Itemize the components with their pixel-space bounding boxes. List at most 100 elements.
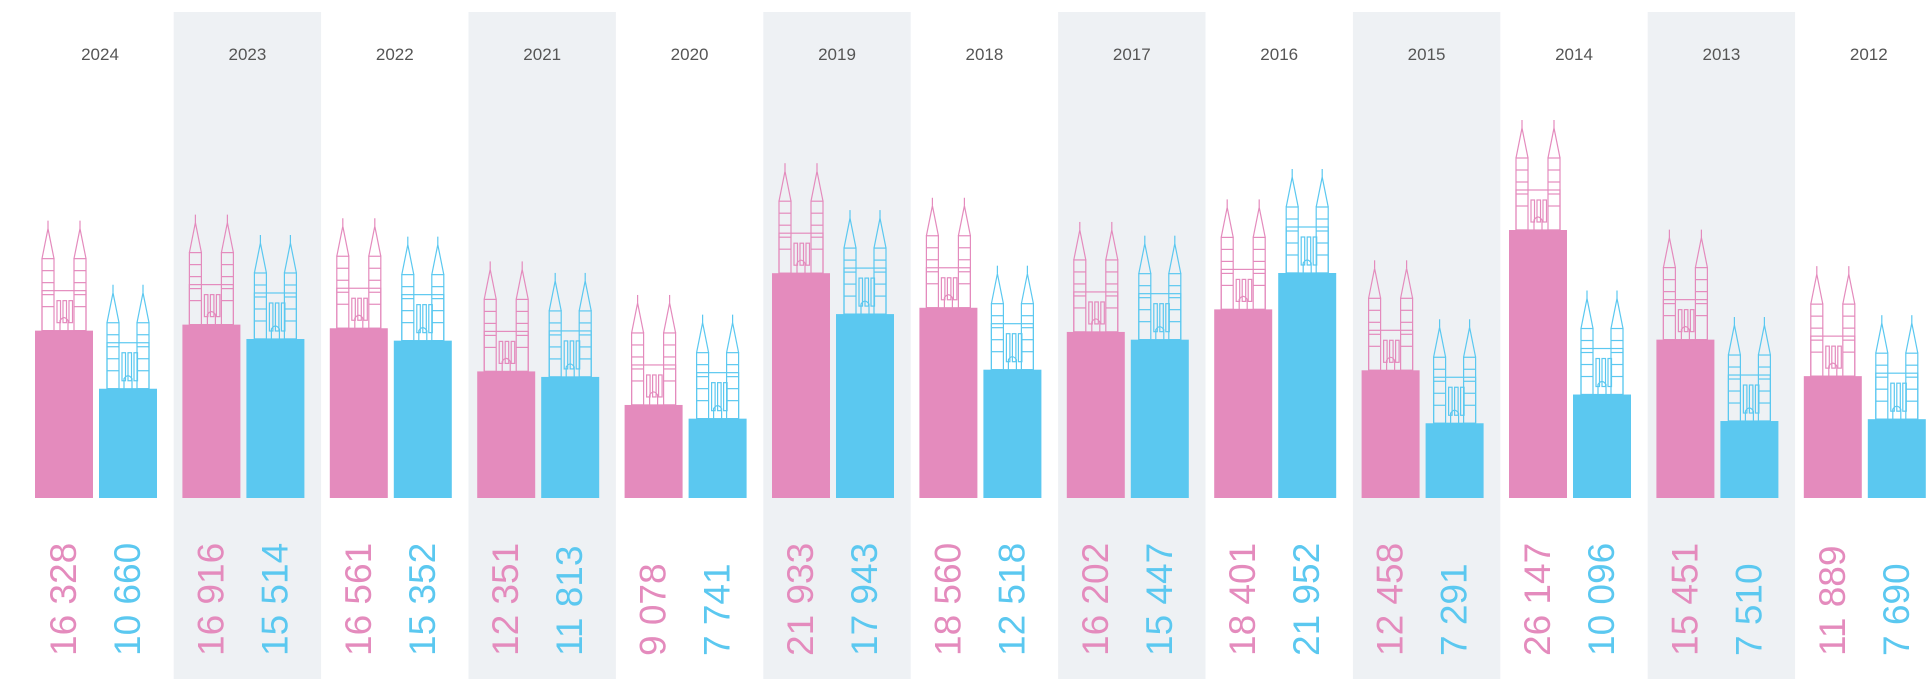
church-window — [870, 277, 876, 307]
value-label: 15 447 — [1139, 543, 1180, 656]
value-label: 10 096 — [1581, 543, 1622, 656]
church-window — [805, 242, 811, 266]
church-tower — [1285, 206, 1299, 274]
church-spire — [1105, 229, 1119, 261]
church-door — [796, 259, 806, 274]
value-label: 16 328 — [43, 543, 84, 656]
bar — [1573, 394, 1631, 498]
church-spire — [990, 273, 1004, 304]
bar — [1214, 309, 1273, 498]
year-label: 2017 — [1113, 45, 1151, 64]
church-icon — [1515, 120, 1561, 231]
church-spire — [1285, 176, 1299, 208]
value-label: 9 078 — [633, 563, 674, 656]
church-window — [1017, 333, 1023, 363]
church-window — [510, 340, 516, 365]
church-spire — [1020, 273, 1034, 304]
church-door — [1091, 318, 1101, 332]
church-tower — [1905, 352, 1919, 420]
church-door — [1597, 380, 1607, 395]
church-icon — [548, 272, 592, 378]
church-window — [1159, 303, 1164, 333]
church-door — [1892, 405, 1902, 420]
church-window — [274, 302, 280, 332]
church-icon — [1073, 221, 1119, 333]
church-window — [1459, 386, 1465, 416]
bar — [1130, 339, 1189, 498]
church-window — [127, 352, 133, 382]
church-icon — [188, 214, 234, 326]
church-body — [1810, 335, 1856, 377]
church-tower — [136, 322, 150, 390]
bar — [1066, 331, 1125, 498]
value-label: 12 518 — [991, 543, 1032, 656]
value-label: 11 813 — [549, 546, 590, 656]
church-window — [121, 352, 127, 382]
church-window — [1094, 301, 1099, 325]
bar — [1278, 272, 1337, 498]
church-icon — [1367, 260, 1414, 371]
church-window — [946, 277, 952, 301]
church-window — [1837, 345, 1842, 369]
church-spire — [41, 228, 55, 259]
church-window — [416, 304, 421, 334]
church-spire — [1252, 207, 1266, 238]
church-icon — [1285, 168, 1329, 274]
church-window — [1748, 384, 1754, 414]
church-window — [1394, 339, 1400, 363]
church-spire — [1875, 323, 1889, 354]
church-window — [1165, 303, 1170, 333]
church-window — [569, 340, 575, 370]
church-window — [645, 374, 651, 398]
church-door — [943, 294, 953, 308]
church-window — [1601, 357, 1607, 388]
church-window — [1382, 339, 1388, 363]
church-door — [1680, 326, 1690, 340]
church-door — [565, 363, 575, 377]
bar — [688, 418, 747, 498]
church-tower — [431, 274, 445, 342]
bar — [541, 376, 600, 498]
church-spire — [401, 244, 415, 275]
church-tower — [990, 303, 1005, 371]
bar — [329, 328, 388, 498]
church-door — [123, 375, 133, 389]
year-label: 2012 — [1850, 45, 1888, 64]
church-tower — [401, 274, 415, 342]
church-spire — [1610, 298, 1624, 329]
church-window — [1453, 386, 1459, 416]
church-icon — [1220, 199, 1266, 310]
church-spire — [336, 226, 350, 257]
church-window — [864, 277, 870, 307]
church-spire — [1400, 268, 1414, 299]
bar — [836, 314, 894, 498]
church-window — [1831, 345, 1836, 369]
bar — [393, 340, 452, 498]
church-window — [133, 352, 139, 382]
church-spire — [925, 205, 939, 236]
value-label: 15 514 — [254, 543, 295, 656]
church-window — [1100, 301, 1105, 325]
church-window — [1306, 236, 1312, 266]
bar — [772, 273, 830, 498]
church-window — [651, 374, 657, 398]
church-window — [1005, 333, 1011, 363]
church-tower — [1315, 206, 1329, 274]
church-door — [1238, 295, 1248, 310]
church-door — [1533, 216, 1543, 230]
value-label: 15 352 — [402, 543, 443, 656]
church-body — [336, 287, 382, 329]
church-icon — [1432, 319, 1477, 424]
church-tower — [695, 352, 710, 420]
church-window — [710, 382, 716, 412]
church-body — [925, 267, 972, 309]
church-spire — [843, 217, 857, 249]
church-icon — [695, 314, 740, 420]
church-icon — [41, 220, 87, 332]
church-tower — [1138, 273, 1152, 341]
church-tower — [106, 322, 120, 390]
church-icon — [401, 236, 445, 342]
church-tower — [1432, 356, 1447, 424]
church-window — [1300, 236, 1306, 266]
value-label: 16 202 — [1075, 543, 1116, 656]
